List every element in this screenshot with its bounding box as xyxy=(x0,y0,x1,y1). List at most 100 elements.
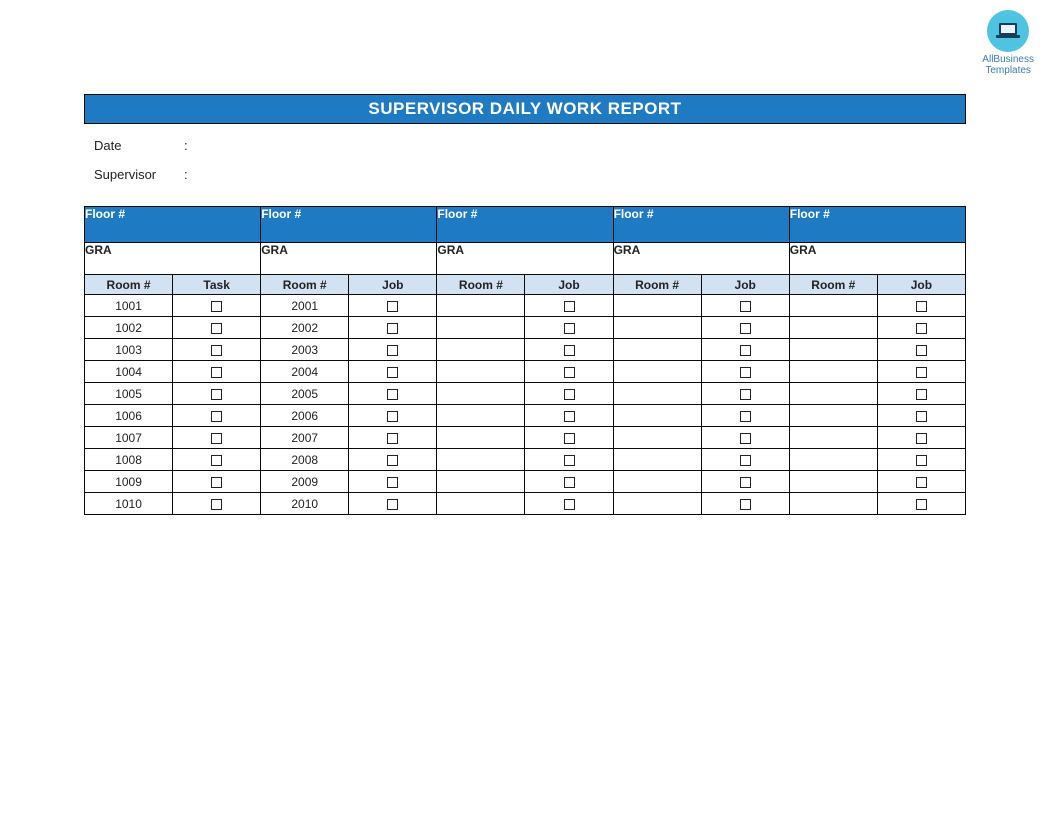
task-checkbox-cell xyxy=(877,295,965,317)
room-cell: 2003 xyxy=(261,339,349,361)
task-checkbox-cell xyxy=(349,361,437,383)
supervisor-label: Supervisor xyxy=(94,167,184,182)
checkbox-icon[interactable] xyxy=(740,367,751,378)
checkbox-icon[interactable] xyxy=(564,411,575,422)
checkbox-icon[interactable] xyxy=(916,455,927,466)
room-cell: 1007 xyxy=(85,427,173,449)
checkbox-icon[interactable] xyxy=(740,411,751,422)
room-cell xyxy=(437,493,525,515)
room-cell: 1003 xyxy=(85,339,173,361)
checkbox-icon[interactable] xyxy=(387,323,398,334)
checkbox-icon[interactable] xyxy=(211,345,222,356)
room-cell: 1009 xyxy=(85,471,173,493)
room-cell xyxy=(437,361,525,383)
task-checkbox-cell xyxy=(701,317,789,339)
room-cell: 2006 xyxy=(261,405,349,427)
brand-logo: AllBusiness Templates xyxy=(982,10,1034,76)
checkbox-icon[interactable] xyxy=(916,477,927,488)
task-checkbox-cell xyxy=(701,471,789,493)
floor-header-4: Floor # xyxy=(613,207,789,243)
meta-block: Date : Supervisor : xyxy=(84,124,966,206)
task-checkbox-cell xyxy=(173,405,261,427)
room-cell xyxy=(613,317,701,339)
task-checkbox-cell xyxy=(701,339,789,361)
checkbox-icon[interactable] xyxy=(387,367,398,378)
checkbox-icon[interactable] xyxy=(387,411,398,422)
checkbox-icon[interactable] xyxy=(740,477,751,488)
room-cell: 2005 xyxy=(261,383,349,405)
checkbox-icon[interactable] xyxy=(564,323,575,334)
checkbox-icon[interactable] xyxy=(564,477,575,488)
checkbox-icon[interactable] xyxy=(740,433,751,444)
task-checkbox-cell xyxy=(349,317,437,339)
checkbox-icon[interactable] xyxy=(740,345,751,356)
checkbox-icon[interactable] xyxy=(564,389,575,400)
checkbox-icon[interactable] xyxy=(916,389,927,400)
checkbox-icon[interactable] xyxy=(211,301,222,312)
checkbox-icon[interactable] xyxy=(211,455,222,466)
checkbox-icon[interactable] xyxy=(211,499,222,510)
task-checkbox-cell xyxy=(877,383,965,405)
checkbox-icon[interactable] xyxy=(387,345,398,356)
task-checkbox-cell xyxy=(701,449,789,471)
task-checkbox-cell xyxy=(173,339,261,361)
task-checkbox-cell xyxy=(877,339,965,361)
checkbox-icon[interactable] xyxy=(564,345,575,356)
room-cell xyxy=(789,427,877,449)
date-colon: : xyxy=(184,138,196,153)
checkbox-icon[interactable] xyxy=(387,455,398,466)
checkbox-icon[interactable] xyxy=(564,301,575,312)
checkbox-icon[interactable] xyxy=(740,389,751,400)
room-cell: 1008 xyxy=(85,449,173,471)
room-cell xyxy=(437,317,525,339)
room-cell xyxy=(437,405,525,427)
room-cell: 1010 xyxy=(85,493,173,515)
room-cell: 2001 xyxy=(261,295,349,317)
task-checkbox-cell xyxy=(525,339,613,361)
col-task-3: Job xyxy=(525,275,613,295)
checkbox-icon[interactable] xyxy=(211,323,222,334)
checkbox-icon[interactable] xyxy=(916,433,927,444)
checkbox-icon[interactable] xyxy=(211,433,222,444)
checkbox-icon[interactable] xyxy=(387,389,398,400)
checkbox-icon[interactable] xyxy=(916,367,927,378)
checkbox-icon[interactable] xyxy=(211,389,222,400)
checkbox-icon[interactable] xyxy=(564,455,575,466)
checkbox-icon[interactable] xyxy=(564,367,575,378)
checkbox-icon[interactable] xyxy=(387,499,398,510)
checkbox-icon[interactable] xyxy=(387,433,398,444)
room-cell xyxy=(789,339,877,361)
checkbox-icon[interactable] xyxy=(916,345,927,356)
table-row: 10042004 xyxy=(85,361,966,383)
checkbox-icon[interactable] xyxy=(211,477,222,488)
checkbox-icon[interactable] xyxy=(916,411,927,422)
checkbox-icon[interactable] xyxy=(740,301,751,312)
report-title: SUPERVISOR DAILY WORK REPORT xyxy=(368,99,681,119)
checkbox-icon[interactable] xyxy=(564,499,575,510)
checkbox-icon[interactable] xyxy=(916,323,927,334)
room-cell: 2009 xyxy=(261,471,349,493)
task-checkbox-cell xyxy=(173,361,261,383)
checkbox-icon[interactable] xyxy=(387,301,398,312)
gra-row: GRA GRA GRA GRA GRA xyxy=(85,243,966,275)
checkbox-icon[interactable] xyxy=(387,477,398,488)
report-table: Floor # Floor # Floor # Floor # Floor # … xyxy=(84,206,966,515)
room-cell: 1001 xyxy=(85,295,173,317)
checkbox-icon[interactable] xyxy=(211,411,222,422)
task-checkbox-cell xyxy=(349,405,437,427)
checkbox-icon[interactable] xyxy=(211,367,222,378)
checkbox-icon[interactable] xyxy=(564,433,575,444)
checkbox-icon[interactable] xyxy=(740,455,751,466)
checkbox-icon[interactable] xyxy=(740,499,751,510)
table-row: 1003 2003 xyxy=(85,339,966,361)
checkbox-icon[interactable] xyxy=(916,499,927,510)
gra-cell-5: GRA xyxy=(789,243,965,275)
checkbox-icon[interactable] xyxy=(740,323,751,334)
checkbox-icon[interactable] xyxy=(916,301,927,312)
room-cell xyxy=(437,295,525,317)
room-cell xyxy=(613,405,701,427)
table-row: 10022002 xyxy=(85,317,966,339)
room-cell xyxy=(437,383,525,405)
floor-header-2: Floor # xyxy=(261,207,437,243)
task-checkbox-cell xyxy=(525,383,613,405)
